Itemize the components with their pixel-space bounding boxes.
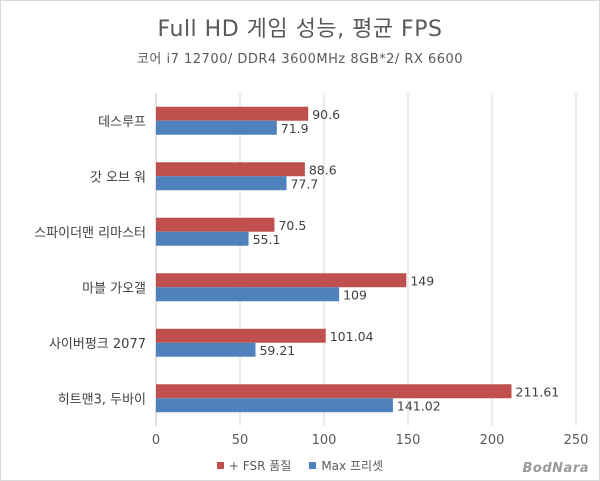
data-label-series-2-5: 141.02: [397, 398, 441, 413]
x-tick-label-4: 200: [480, 433, 505, 448]
legend-swatch-series-2: [309, 462, 317, 469]
bar-series-2-2: [156, 231, 249, 246]
legend-swatch-series-1: [216, 462, 224, 469]
category-label-3: 마블 가오갤: [82, 281, 146, 296]
data-label-series-1-3: 149: [410, 273, 434, 288]
data-label-series-2-2: 55.1: [253, 232, 281, 247]
legend-item-series-1: + FSR 품질: [216, 457, 292, 474]
category-label-1: 갓 오브 워: [90, 170, 146, 185]
data-label-series-2-3: 109: [343, 287, 367, 302]
data-label-series-2-1: 77.7: [291, 176, 319, 191]
legend-label-series-2: Max 프리셋: [321, 459, 384, 473]
x-tick-label-2: 100: [312, 433, 337, 448]
data-label-series-1-5: 211.61: [516, 384, 560, 399]
x-tick-label-5: 250: [564, 433, 589, 448]
bar-series-2-1: [156, 176, 287, 191]
data-label-series-2-4: 59.21: [259, 343, 295, 358]
data-label-series-1-2: 70.5: [278, 218, 306, 233]
x-tick-label-1: 50: [232, 433, 249, 448]
bar-series-1-3: [156, 273, 407, 288]
category-label-4: 사이버펑크 2077: [49, 337, 146, 352]
x-tick-label-0: 0: [152, 433, 160, 448]
legend-item-series-2: Max 프리셋: [309, 457, 383, 474]
bar-series-2-5: [156, 398, 393, 413]
legend-label-series-1: + FSR 품질: [228, 459, 292, 473]
x-tick-label-3: 150: [396, 433, 421, 448]
bar-series-2-0: [156, 120, 277, 135]
bar-series-2-4: [156, 342, 256, 357]
category-label-2: 스파이더맨 리마스터: [34, 226, 146, 241]
legend: + FSR 품질 Max 프리셋: [1, 457, 599, 474]
data-label-series-1-1: 88.6: [309, 162, 337, 177]
data-label-series-2-0: 71.9: [281, 121, 309, 136]
bar-series-2-3: [156, 287, 340, 302]
bar-series-1-1: [156, 162, 305, 177]
category-label-0: 데스루프: [98, 115, 146, 130]
bar-series-1-2: [156, 217, 275, 232]
data-label-series-1-0: 90.6: [312, 107, 340, 122]
bar-series-1-4: [156, 328, 326, 343]
chart-subtitle: 코어 i7 12700/ DDR4 3600MHz 8GB*2/ RX 6600: [136, 52, 464, 67]
data-label-series-1-4: 101.04: [330, 329, 374, 344]
category-label-5: 히트맨3, 두바이: [58, 392, 146, 407]
chart-title: Full HD 게임 성능, 평균 FPS: [157, 17, 443, 42]
bar-series-1-5: [156, 384, 512, 399]
watermark-logo: BodNara: [522, 461, 589, 476]
bar-series-1-0: [156, 106, 309, 121]
